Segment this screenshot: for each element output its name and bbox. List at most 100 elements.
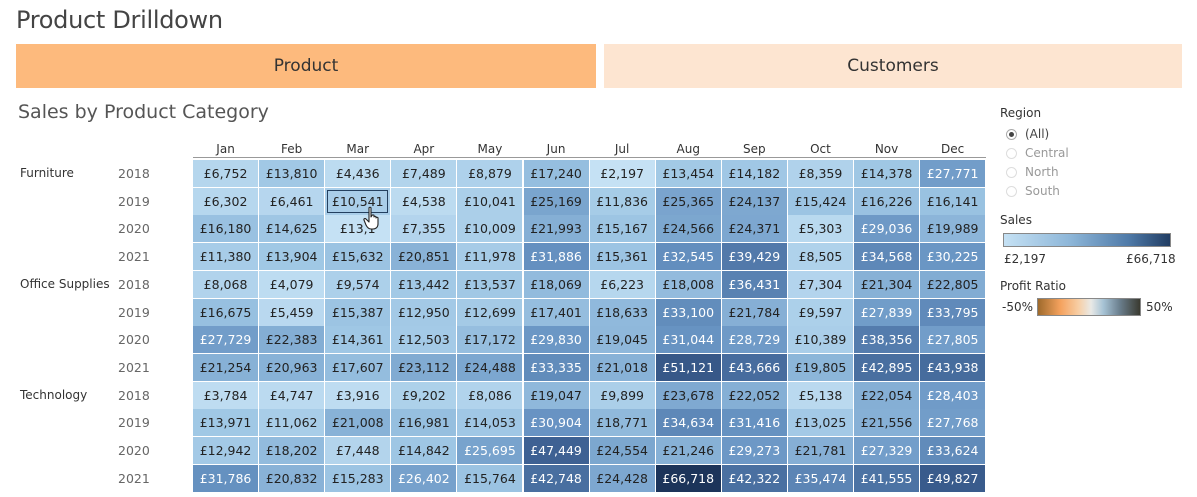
heatmap-cell[interactable]: £24,137 [721, 187, 787, 215]
heatmap-cell[interactable]: £51,121 [655, 353, 721, 381]
heatmap-cell[interactable]: £14,361 [325, 326, 391, 354]
heatmap-cell[interactable]: £6,752 [193, 160, 259, 187]
heatmap-cell[interactable]: £27,771 [920, 160, 986, 187]
heatmap-cell[interactable]: £21,246 [655, 437, 721, 464]
heatmap-cell[interactable]: £27,729 [193, 326, 259, 354]
heatmap-cell[interactable]: £20,963 [259, 353, 325, 381]
heatmap-cell[interactable]: £7,448 [325, 437, 391, 464]
heatmap-cell[interactable]: £23,678 [655, 381, 721, 409]
heatmap-cell[interactable]: £13,904 [259, 243, 325, 271]
heatmap-cell[interactable]: £7,304 [787, 270, 853, 298]
region-option-central[interactable]: Central [1006, 146, 1069, 160]
heatmap-cell[interactable]: £18,069 [523, 270, 589, 298]
heatmap-cell[interactable]: £28,729 [721, 326, 787, 354]
heatmap-cell[interactable]: £15,632 [325, 243, 391, 271]
heatmap-cell[interactable]: £13,454 [655, 160, 721, 187]
heatmap-cell[interactable]: £16,141 [920, 187, 986, 215]
heatmap-cell[interactable]: £42,895 [854, 353, 920, 381]
heatmap-cell[interactable]: £8,068 [193, 270, 259, 298]
tab-customers[interactable]: Customers [604, 44, 1182, 88]
heatmap-cell[interactable]: £8,505 [787, 243, 853, 271]
heatmap-cell[interactable]: £15,361 [589, 243, 655, 271]
heatmap-cell[interactable]: £16,226 [854, 187, 920, 215]
heatmap-cell[interactable]: £31,416 [721, 409, 787, 437]
region-option-south[interactable]: South [1006, 184, 1060, 198]
heatmap-cell[interactable]: £4,538 [391, 187, 457, 215]
heatmap-cell[interactable]: £28,403 [920, 381, 986, 409]
heatmap-cell[interactable]: £3,784 [193, 381, 259, 409]
heatmap-cell[interactable]: £11,836 [589, 187, 655, 215]
heatmap-cell[interactable]: £19,805 [787, 353, 853, 381]
heatmap-cell[interactable]: £27,768 [920, 409, 986, 437]
region-option-all[interactable]: (All) [1006, 127, 1049, 141]
heatmap-cell[interactable]: £34,634 [655, 409, 721, 437]
heatmap-cell[interactable]: £27,329 [854, 437, 920, 464]
heatmap-cell[interactable]: £24,428 [589, 464, 655, 492]
heatmap-cell[interactable]: £6,302 [193, 187, 259, 215]
heatmap-cell[interactable]: £39,429 [721, 243, 787, 271]
heatmap-cell[interactable]: £24,554 [589, 437, 655, 464]
heatmap-cell[interactable]: £33,335 [523, 353, 589, 381]
heatmap-cell[interactable]: £18,008 [655, 270, 721, 298]
heatmap-cell[interactable]: £21,556 [854, 409, 920, 437]
heatmap-cell[interactable]: £30,904 [523, 409, 589, 437]
heatmap-cell[interactable]: £24,566 [655, 215, 721, 243]
heatmap-cell[interactable]: £15,387 [325, 298, 391, 326]
heatmap-cell[interactable]: £16,675 [193, 298, 259, 326]
heatmap-cell[interactable]: £22,805 [920, 270, 986, 298]
heatmap-cell[interactable]: £6,223 [589, 270, 655, 298]
heatmap-cell[interactable]: £25,365 [655, 187, 721, 215]
heatmap-cell[interactable]: £33,795 [920, 298, 986, 326]
heatmap-cell[interactable]: £6,461 [259, 187, 325, 215]
heatmap-cell[interactable]: £4,079 [259, 270, 325, 298]
heatmap-cell[interactable]: £11,978 [457, 243, 523, 271]
heatmap-cell[interactable]: £8,359 [787, 160, 853, 187]
heatmap-cell[interactable]: £49,827 [920, 464, 986, 492]
heatmap-cell[interactable]: £4,436 [325, 160, 391, 187]
heatmap-cell[interactable]: £10,041 [457, 187, 523, 215]
heatmap-cell[interactable]: £43,666 [721, 353, 787, 381]
heatmap-cell[interactable]: £26,402 [391, 464, 457, 492]
heatmap-cell[interactable]: £15,167 [589, 215, 655, 243]
heatmap-cell[interactable]: £12,942 [193, 437, 259, 464]
heatmap-cell[interactable]: £25,695 [457, 437, 523, 464]
heatmap-cell[interactable]: £10,389 [787, 326, 853, 354]
heatmap-cell[interactable]: £3,916 [325, 381, 391, 409]
heatmap-cell[interactable]: £23,112 [391, 353, 457, 381]
heatmap-cell[interactable]: £12,699 [457, 298, 523, 326]
heatmap-cell[interactable]: £2,197 [589, 160, 655, 187]
heatmap-cell[interactable]: £19,045 [589, 326, 655, 354]
heatmap-cell[interactable]: £5,303 [787, 215, 853, 243]
heatmap-cell[interactable]: £35,474 [787, 464, 853, 492]
heatmap-cell[interactable]: £42,748 [523, 464, 589, 492]
heatmap-cell[interactable]: £5,459 [259, 298, 325, 326]
tab-product[interactable]: Product [16, 44, 596, 88]
heatmap-cell[interactable]: £21,784 [721, 298, 787, 326]
heatmap-cell[interactable]: £22,383 [259, 326, 325, 354]
heatmap-cell[interactable]: £14,053 [457, 409, 523, 437]
heatmap-cell[interactable]: £32,545 [655, 243, 721, 271]
heatmap-cell[interactable]: £9,574 [325, 270, 391, 298]
heatmap-cell[interactable]: £27,839 [854, 298, 920, 326]
heatmap-cell[interactable]: £21,993 [523, 215, 589, 243]
heatmap-cell[interactable]: £9,597 [787, 298, 853, 326]
heatmap-cell[interactable]: £29,273 [721, 437, 787, 464]
heatmap-cell[interactable]: £22,054 [854, 381, 920, 409]
heatmap-cell[interactable]: £66,718 [655, 464, 721, 492]
heatmap-cell[interactable]: £7,355 [391, 215, 457, 243]
heatmap-cell[interactable]: £41,555 [854, 464, 920, 492]
heatmap-cell[interactable]: £43,938 [920, 353, 986, 381]
heatmap-cell[interactable]: £10,541 [325, 187, 391, 215]
heatmap-cell[interactable]: £13,537 [457, 270, 523, 298]
heatmap-cell[interactable]: £13,025 [787, 409, 853, 437]
heatmap-cell[interactable]: £31,886 [523, 243, 589, 271]
heatmap-cell[interactable]: £9,899 [589, 381, 655, 409]
heatmap-cell[interactable]: £42,322 [721, 464, 787, 492]
heatmap-cell[interactable]: £9,202 [391, 381, 457, 409]
heatmap-cell[interactable]: £21,254 [193, 353, 259, 381]
heatmap-cell[interactable]: £29,036 [854, 215, 920, 243]
region-option-north[interactable]: North [1006, 165, 1059, 179]
heatmap-cell[interactable]: £18,202 [259, 437, 325, 464]
heatmap-cell[interactable]: £7,489 [391, 160, 457, 187]
heatmap-cell[interactable]: £19,989 [920, 215, 986, 243]
